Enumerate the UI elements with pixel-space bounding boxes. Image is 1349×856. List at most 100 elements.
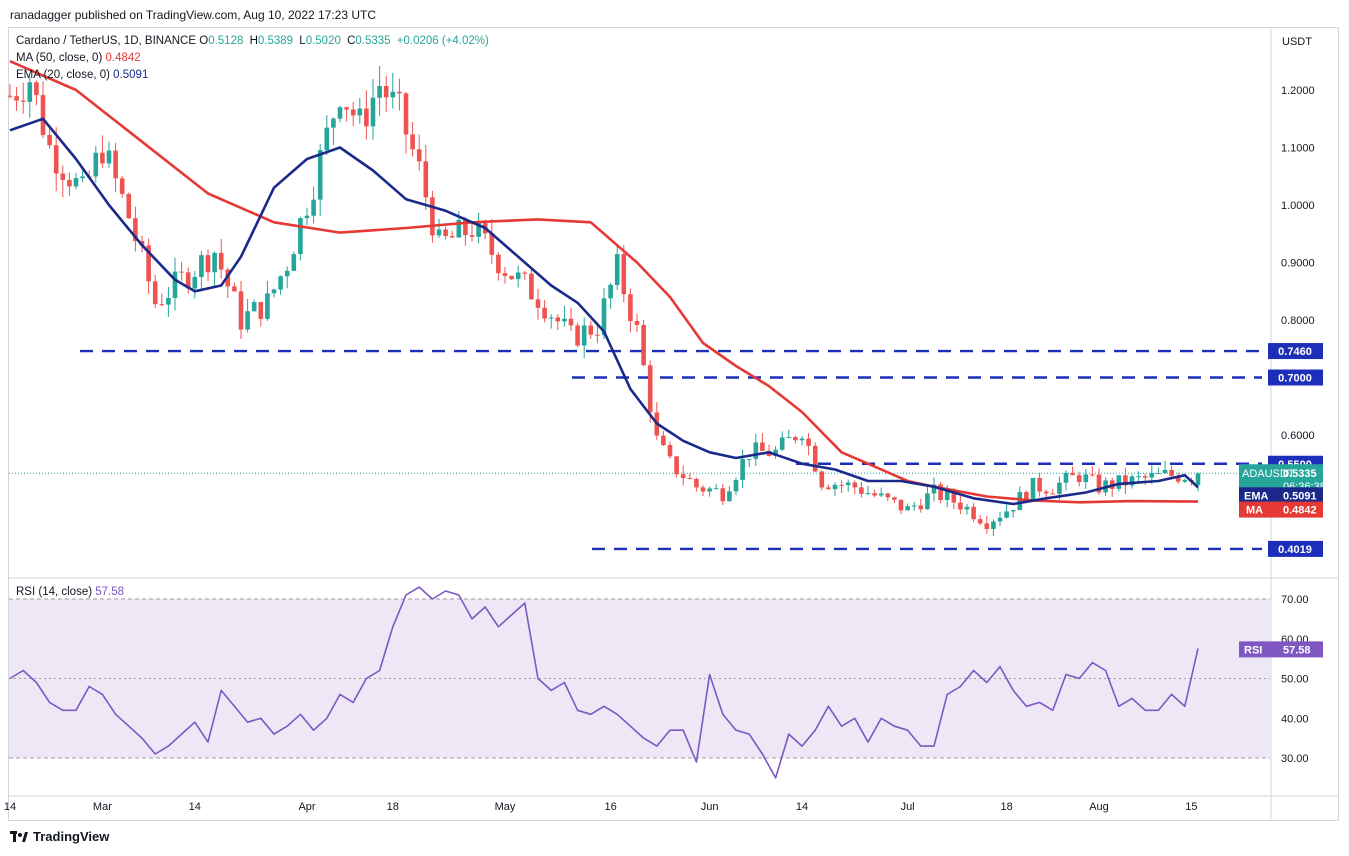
time-tick-label: Mar [93, 801, 112, 813]
candle-body [258, 302, 264, 319]
candle [383, 75, 389, 112]
candle-body [548, 317, 554, 319]
candle-body [694, 478, 699, 488]
candle [845, 479, 851, 492]
candle [819, 470, 825, 491]
candle [1090, 466, 1095, 477]
candle-body [845, 482, 851, 486]
rsi-legend[interactable]: RSI (14, close) 57.58 [16, 586, 124, 598]
candle [20, 82, 26, 114]
candle-body [1142, 476, 1148, 478]
ema-legend[interactable]: EMA (20, close, 0) 0.5091 [16, 69, 148, 81]
price-level-tag-bg [1268, 343, 1323, 360]
candle [647, 360, 653, 423]
rsi-legend-label: RSI (14, close) [16, 586, 93, 598]
candle [324, 115, 330, 156]
candle [179, 261, 184, 281]
candle-body [859, 487, 864, 494]
candle [1004, 504, 1009, 519]
candle [535, 288, 541, 320]
candle [892, 496, 897, 504]
ema20-line [9, 117, 1199, 506]
candle-body [568, 318, 574, 326]
candle [568, 307, 574, 332]
candle [271, 288, 277, 298]
time-tick-label: 14 [4, 801, 16, 813]
candle-body [852, 482, 858, 488]
candle-body [938, 484, 943, 501]
candle-body [542, 307, 547, 319]
candle-body [997, 517, 1003, 522]
candle [1050, 489, 1056, 495]
candle [1043, 489, 1049, 498]
candle-body [892, 497, 897, 500]
candle [720, 484, 726, 505]
candle-body [317, 150, 323, 200]
candle [779, 431, 785, 452]
candle [991, 519, 996, 537]
candle [416, 134, 422, 171]
candle-body [680, 474, 686, 479]
time-tick-label: Aug [1089, 801, 1109, 813]
candle [489, 218, 495, 264]
candle [423, 144, 429, 210]
candle-body [984, 523, 990, 529]
candle-body [469, 235, 475, 237]
candle-body [628, 294, 633, 322]
candle [185, 267, 191, 294]
candle [806, 433, 811, 456]
candle-body [199, 255, 204, 277]
candle [449, 230, 455, 238]
candle-body [430, 197, 435, 236]
candle [977, 515, 983, 526]
low-label: L [299, 35, 306, 47]
ma-legend[interactable]: MA (50, close, 0) 0.4842 [16, 52, 141, 64]
high-label: H [249, 35, 258, 47]
candle [126, 192, 132, 219]
candle [1010, 509, 1016, 518]
candle-body [1004, 511, 1009, 518]
candle [370, 79, 376, 140]
tradingview-logo[interactable]: TradingView [10, 829, 109, 844]
candle-body [621, 254, 627, 295]
candle-body [509, 275, 514, 280]
candle-body [1136, 476, 1141, 478]
candle [694, 477, 699, 492]
candle-body [1070, 472, 1075, 476]
candle-body [1083, 474, 1089, 483]
candle-body [27, 82, 33, 102]
candle [344, 106, 349, 122]
candle-body [1162, 469, 1168, 474]
candle-body [67, 179, 72, 187]
candle-body [449, 236, 455, 238]
candle [522, 270, 528, 280]
time-tick-label: 18 [1000, 801, 1012, 813]
candle-body [159, 304, 165, 306]
candle-body [991, 521, 996, 529]
candle-body [720, 488, 726, 502]
candle-body [878, 493, 884, 496]
candle [1063, 470, 1069, 491]
candle [212, 251, 217, 288]
candle [760, 433, 765, 452]
candle-body [925, 493, 930, 510]
candle-body [555, 317, 561, 322]
candle [410, 121, 415, 157]
candle [581, 317, 587, 359]
candle [291, 251, 297, 271]
candle-body [819, 471, 825, 488]
candle [799, 435, 805, 446]
candle-body [865, 493, 871, 495]
candle-body [53, 145, 59, 174]
candle-body [905, 506, 910, 511]
ma-legend-label: MA (50, close, 0) [16, 52, 103, 64]
candle-body [1030, 477, 1036, 501]
candle-body [588, 325, 594, 335]
candle [997, 512, 1003, 527]
candle-body [106, 150, 112, 164]
tradingview-logo-text: TradingView [33, 829, 110, 844]
candle-body [753, 442, 759, 459]
candle [1175, 472, 1181, 484]
candle-body [746, 458, 752, 460]
